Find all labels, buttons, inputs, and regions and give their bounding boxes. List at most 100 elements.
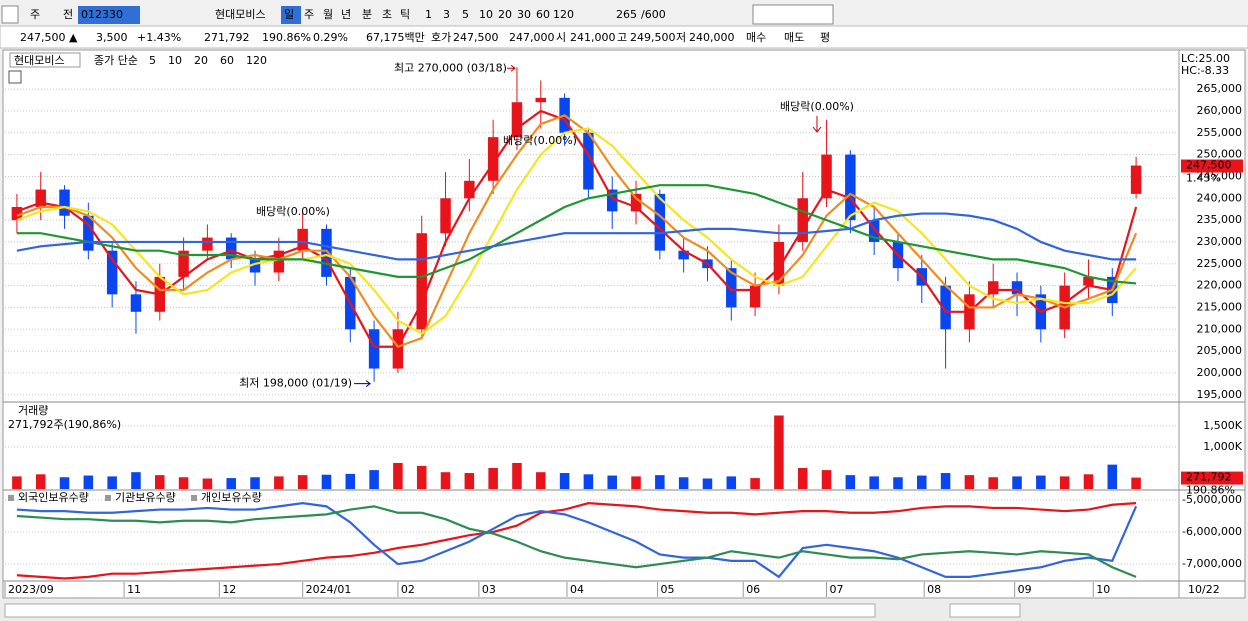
volume-bar bbox=[83, 475, 94, 489]
quote-item[interactable]: 매수 bbox=[746, 31, 766, 44]
legend-entry: 120 bbox=[246, 54, 267, 67]
toolbar-item[interactable]: 5 bbox=[462, 8, 469, 21]
volume-bar bbox=[988, 477, 998, 489]
y-tick-label: 235,000 bbox=[1197, 213, 1243, 226]
y-tick-label: 195,000 bbox=[1197, 388, 1243, 401]
volume-bar bbox=[1059, 476, 1070, 489]
volume-bar bbox=[1083, 474, 1094, 489]
volume-bar bbox=[440, 472, 451, 489]
toolbar-highlight bbox=[281, 6, 301, 24]
button[interactable] bbox=[1, 5, 19, 24]
toolbar-item[interactable]: 현대모비스 bbox=[215, 8, 266, 21]
quote-item: 190.86% bbox=[262, 31, 311, 44]
toolbar-item[interactable]: 10 bbox=[479, 8, 493, 21]
zoom-slider[interactable] bbox=[949, 603, 1021, 618]
candle-body bbox=[416, 233, 427, 330]
date-box[interactable] bbox=[752, 4, 834, 25]
volume-bar bbox=[869, 476, 879, 489]
quote-item[interactable]: 매도 bbox=[784, 31, 804, 44]
toolbar-item[interactable]: 년 bbox=[341, 8, 351, 21]
toolbar-item[interactable]: 20 bbox=[498, 8, 512, 21]
volume-bar bbox=[297, 475, 308, 489]
quote-item[interactable]: 평 bbox=[820, 31, 830, 44]
volume-bar bbox=[750, 478, 760, 489]
y-tick-label: 1,000K bbox=[1203, 440, 1242, 453]
y-tick-label: -7,000,000 bbox=[1182, 557, 1242, 570]
volume-bar bbox=[1012, 476, 1022, 489]
quote-item: 247,500 bbox=[453, 31, 499, 44]
toolbar-item[interactable]: 초 bbox=[382, 8, 392, 21]
side-label: 190.86% bbox=[1186, 484, 1235, 497]
toolbar-item[interactable]: /600 bbox=[641, 8, 666, 21]
side-label: 271,792 bbox=[1186, 471, 1232, 484]
toolbar-item[interactable]: 120 bbox=[553, 8, 574, 21]
toolbar-item[interactable]: 주 bbox=[304, 8, 314, 21]
volume-bar bbox=[964, 475, 975, 489]
toolbar-item[interactable]: 전 bbox=[63, 8, 73, 21]
quote-item: 247,500 ▲ bbox=[20, 31, 78, 44]
volume-bar bbox=[416, 465, 427, 489]
scrollbar[interactable] bbox=[4, 603, 876, 618]
legend-entry: 기관보유수량 bbox=[115, 491, 176, 504]
toolbar-item[interactable]: 265 bbox=[616, 8, 637, 21]
holding-line bbox=[16, 502, 1137, 580]
x-tick-label: 06 bbox=[746, 583, 760, 596]
quote-bar bbox=[0, 25, 1248, 49]
volume-bar bbox=[345, 473, 356, 489]
toolbar-item[interactable]: 주 bbox=[30, 8, 40, 21]
toolbar-item[interactable]: 012330 bbox=[81, 8, 123, 21]
candle-body bbox=[35, 189, 46, 208]
axis-area bbox=[1178, 49, 1246, 599]
annotation: 최고 270,000 (03/18) bbox=[394, 61, 507, 74]
quote-item: 240,000 bbox=[689, 31, 735, 44]
toolbar-item[interactable]: 일 bbox=[284, 7, 294, 21]
toolbar-item[interactable]: 월 bbox=[323, 8, 333, 21]
toolbar-item[interactable]: 3 bbox=[443, 8, 450, 21]
volume-bar bbox=[155, 475, 165, 489]
volume-bar bbox=[631, 476, 641, 489]
volume-bar bbox=[893, 477, 903, 489]
volume-bar bbox=[774, 415, 784, 489]
candle-body bbox=[511, 102, 523, 138]
y-tick-label: 245,000 bbox=[1197, 169, 1243, 182]
candle-body bbox=[726, 268, 737, 308]
candle-body bbox=[106, 250, 118, 295]
quote-item: +1.43% bbox=[137, 31, 181, 44]
y-tick-label: 255,000 bbox=[1197, 126, 1243, 139]
candle-body bbox=[749, 285, 761, 308]
x-tick-label: 09 bbox=[1018, 583, 1032, 596]
candle-body bbox=[83, 215, 94, 251]
toolbar-item[interactable]: 60 bbox=[536, 8, 550, 21]
quote-item: 67,175백만 bbox=[366, 31, 425, 44]
x-tick-label: 07 bbox=[830, 583, 844, 596]
legend-entry: 개인보유수량 bbox=[201, 491, 262, 504]
candle-body bbox=[130, 294, 142, 312]
y-tick-label: 260,000 bbox=[1197, 104, 1243, 117]
toolbar-item[interactable]: 30 bbox=[517, 8, 531, 21]
toolbar-item[interactable]: 분 bbox=[362, 8, 372, 21]
legend-box bbox=[9, 52, 81, 68]
legend-swatch bbox=[105, 495, 111, 501]
candle-body bbox=[535, 97, 547, 103]
quote-item: 241,000 bbox=[570, 31, 616, 44]
y-tick-label: 230,000 bbox=[1197, 235, 1243, 248]
volume-bar bbox=[845, 475, 856, 489]
candle-body bbox=[797, 198, 808, 242]
candle-body bbox=[440, 198, 451, 234]
y-tick-label: -6,000,000 bbox=[1182, 525, 1242, 538]
volume-bar bbox=[178, 477, 189, 489]
toolbar-item[interactable]: 틱 bbox=[400, 8, 410, 21]
ma-line bbox=[16, 109, 1138, 348]
side-label: HC:-8.33 bbox=[1181, 64, 1229, 77]
toolbar-item[interactable]: 1 bbox=[425, 8, 432, 21]
y-tick-label: 250,000 bbox=[1197, 148, 1243, 161]
candle-body bbox=[987, 281, 999, 295]
quote-item: 0.29% bbox=[313, 31, 348, 44]
candle-body bbox=[868, 220, 880, 242]
x-tick-label: 2023/09 bbox=[8, 583, 54, 596]
legend-name: 현대모비스 bbox=[14, 54, 65, 67]
quote-item: 3,500 bbox=[96, 31, 128, 44]
candle-body bbox=[773, 241, 785, 286]
volume-bar bbox=[821, 470, 832, 489]
